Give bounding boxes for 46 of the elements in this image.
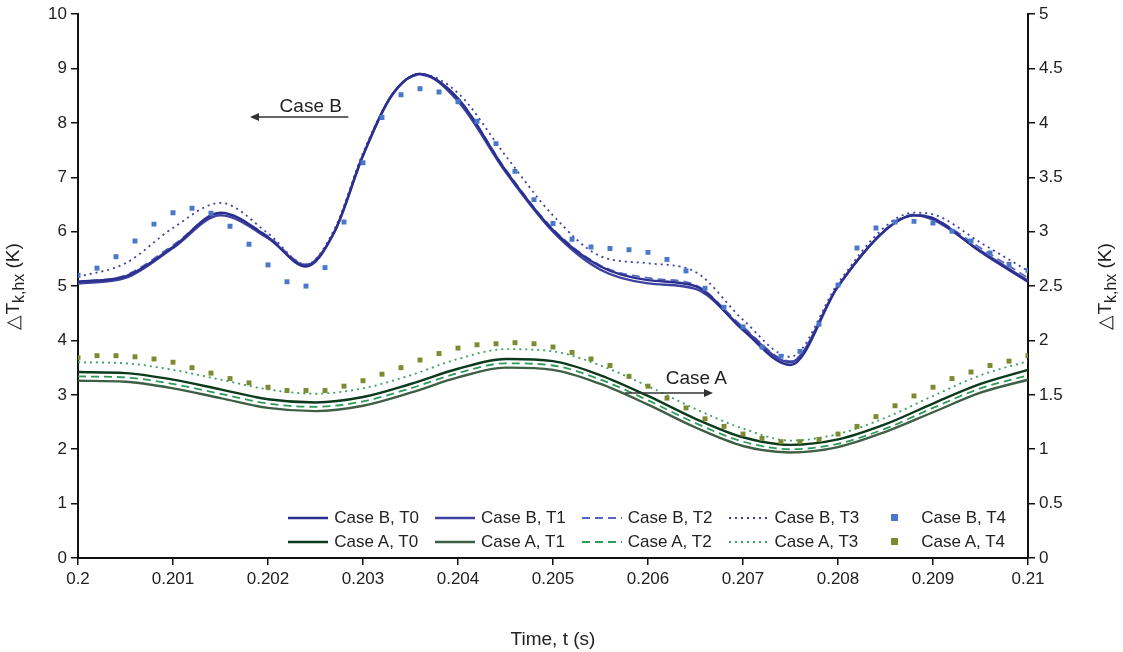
x-tick-label: 0.2 [66,568,90,588]
y2-tick-label: 4.5 [1039,58,1063,78]
x-tick-label: 0.207 [721,568,765,588]
legend-label: Case B, T4 [921,508,1006,528]
x-tick-label: 0.206 [626,568,670,588]
y2-tick-label: 5 [1039,3,1049,23]
y-tick-label: 8 [57,112,67,132]
annotation: Case B [279,94,342,116]
y-tick-label: 3 [57,384,67,404]
y-tick-label: 5 [57,275,67,295]
y2-tick-label: 2 [1039,330,1049,350]
x-tick-label: 0.209 [911,568,955,588]
y2-tick-label: 1.5 [1039,384,1063,404]
legend-label: Case A, T0 [334,532,419,552]
y-tick-label: 2 [57,438,67,458]
legend-label: Case B, T1 [481,508,566,528]
y-tick-label: 1 [57,493,67,513]
y2-tick-label: 2.5 [1039,275,1063,295]
y-tick-label: 4 [57,330,67,350]
x-tick-label: 0.201 [151,568,195,588]
legend-label: Case B, T0 [334,508,420,528]
x-tick-label: 0.208 [816,568,860,588]
legend-label: Case A, T2 [627,532,712,552]
legend-label: Case A, T4 [921,532,1006,552]
legend-label: Case B, T3 [774,508,860,528]
y-tick-label: 0 [57,547,67,567]
legend-label: Case A, T3 [774,532,859,552]
y2-tick-label: 3.5 [1039,167,1063,187]
y-tick-label: 9 [57,58,67,78]
y2-tick-label: 0 [1039,547,1049,567]
legend-label: Case B, T2 [627,508,713,528]
x-tick-label: 0.203 [341,568,385,588]
x-tick-label: 0.21 [1011,568,1045,588]
y2-tick-label: 0.5 [1039,493,1063,513]
legend-label: Case A, T1 [481,532,565,552]
y2-tick-label: 1 [1039,438,1049,458]
y-tick-label: 7 [57,167,67,187]
annotation: Case A [665,367,728,389]
x-tick-label: 0.202 [246,568,290,588]
x-tick-label: 0.205 [531,568,575,588]
y-tick-label: 10 [48,3,67,23]
y2-tick-label: 3 [1039,221,1049,241]
y-tick-label: 6 [57,221,67,241]
x-tick-label: 0.204 [436,568,480,588]
y2-tick-label: 4 [1039,112,1049,132]
x-axis-title: Time, t (s) [510,628,596,650]
